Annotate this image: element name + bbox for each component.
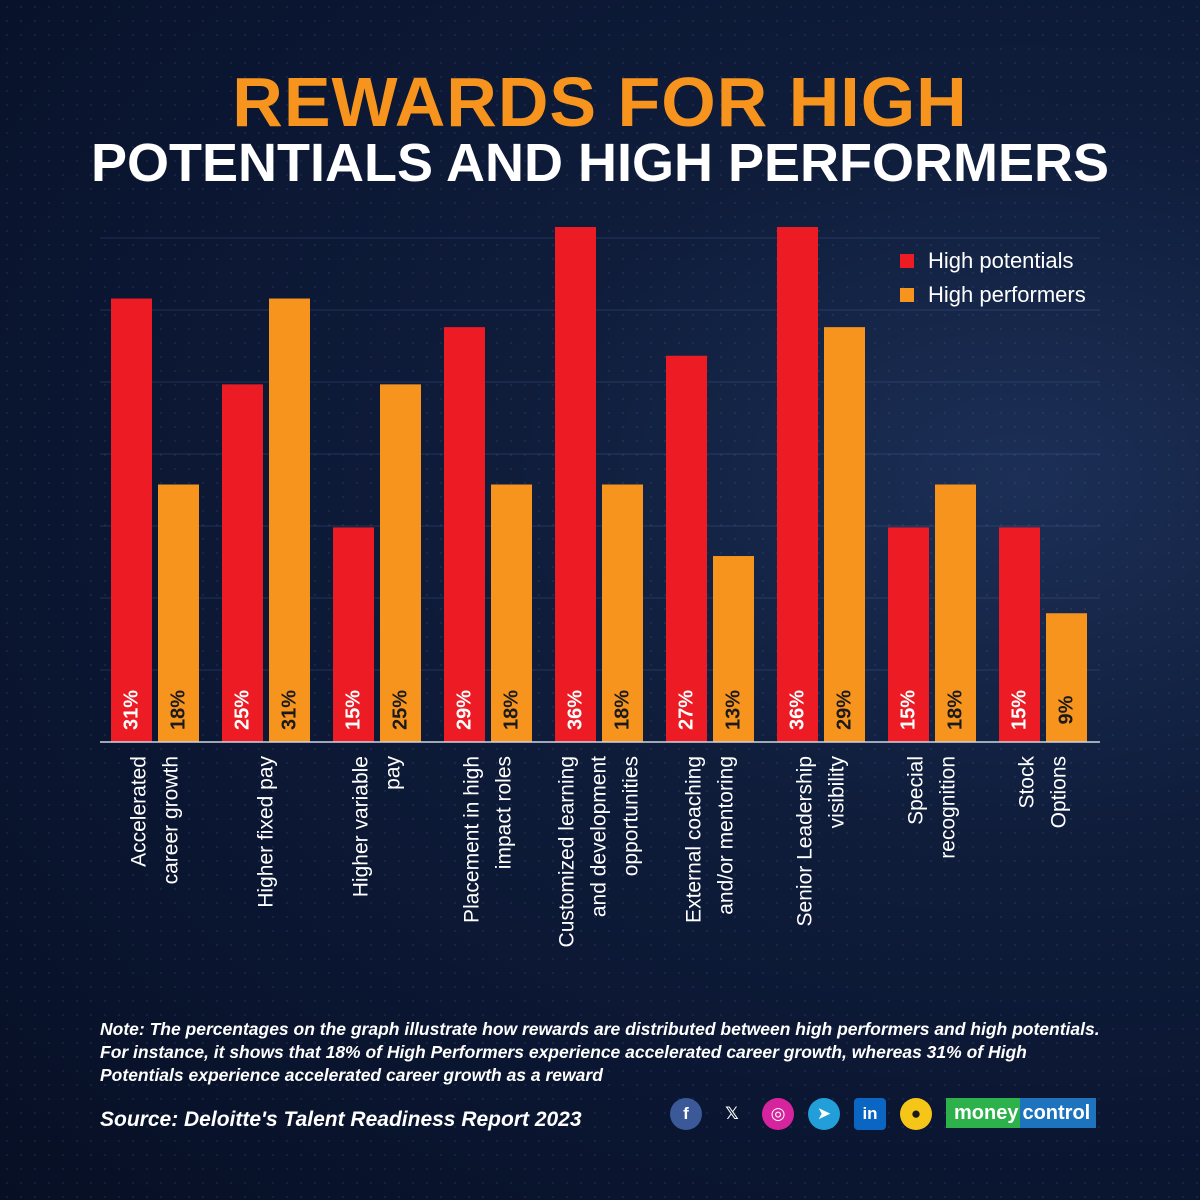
category-label: Options <box>1048 756 1071 828</box>
bar-high-performers <box>1046 613 1087 742</box>
category-label: Higher variable <box>350 756 373 897</box>
bar-high-performers <box>935 484 976 742</box>
bar-high-performers <box>713 556 754 742</box>
category-label: Stock <box>1016 756 1039 809</box>
x-icon[interactable]: 𝕏 <box>725 1104 739 1123</box>
logo-part-money: money <box>946 1098 1021 1128</box>
category-label: pay <box>382 756 405 790</box>
bar-high-performers <box>491 484 532 742</box>
data-label-high-potentials: 15% <box>898 690 920 730</box>
data-label-high-performers: 18% <box>168 690 190 730</box>
category-label: Placement in high <box>461 756 484 923</box>
bar-high-performers <box>602 484 643 742</box>
category-label: opportunities <box>620 756 643 876</box>
bar-high-performers <box>158 484 199 742</box>
bar-high-potentials <box>444 327 485 742</box>
instagram-icon[interactable]: ◎ <box>762 1098 794 1130</box>
bar-high-potentials <box>999 527 1040 742</box>
legend-item-high-potentials: High potentials <box>900 244 1086 278</box>
data-label-high-performers: 18% <box>612 690 634 730</box>
bar-high-potentials <box>888 527 929 742</box>
chart-note: Note: The percentages on the graph illus… <box>100 1019 1100 1085</box>
data-label-high-performers: 18% <box>945 690 967 730</box>
bar-high-potentials <box>777 227 818 742</box>
category-label: Special <box>905 756 928 825</box>
category-label: External coaching <box>683 756 706 923</box>
data-label-high-performers: 13% <box>723 690 745 730</box>
category-label: Customized learning <box>556 756 579 947</box>
category-label: recognition <box>937 756 960 859</box>
legend-label-high-performers: High performers <box>928 282 1086 307</box>
data-label-high-performers: 18% <box>501 690 523 730</box>
telegram-icon[interactable]: ➤ <box>808 1098 840 1130</box>
data-label-high-potentials: 36% <box>787 690 809 730</box>
bar-high-potentials <box>666 355 707 742</box>
title-line-2: POTENTIALS AND HIGH PERFORMERS <box>90 133 1110 193</box>
data-label-high-potentials: 36% <box>565 690 587 730</box>
data-label-high-potentials: 27% <box>676 690 698 730</box>
data-label-high-performers: 29% <box>834 690 856 730</box>
linkedin-icon[interactable]: in <box>854 1098 886 1130</box>
source-citation: Source: Deloitte's Talent Readiness Repo… <box>100 1108 582 1131</box>
legend-swatch-high-performers <box>900 288 914 302</box>
data-label-high-potentials: 25% <box>232 690 254 730</box>
data-label-high-performers: 9% <box>1056 695 1078 724</box>
bar-high-performers <box>269 298 310 742</box>
bar-high-potentials <box>555 227 596 742</box>
facebook-icon[interactable]: f <box>670 1098 702 1130</box>
koo-icon[interactable]: ● <box>900 1098 932 1130</box>
data-label-high-performers: 25% <box>390 690 412 730</box>
data-label-high-performers: 31% <box>279 690 301 730</box>
category-label: impact roles <box>493 756 516 869</box>
category-label: Senior Leadership <box>794 756 817 926</box>
social-links: f 𝕏 ◎ ➤ in ● <box>670 1098 946 1130</box>
category-label: career growth <box>160 756 183 884</box>
category-label: Higher fixed pay <box>255 756 278 908</box>
title-line-1: REWARDS FOR HIGH <box>232 63 968 141</box>
chart-legend: High potentials High performers <box>900 244 1086 312</box>
bar-high-potentials <box>333 527 374 742</box>
bar-high-performers <box>824 327 865 742</box>
legend-swatch-high-potentials <box>900 254 914 268</box>
bar-high-potentials <box>222 384 263 742</box>
data-label-high-potentials: 29% <box>454 690 476 730</box>
data-label-high-potentials: 15% <box>1009 690 1031 730</box>
legend-label-high-potentials: High potentials <box>928 248 1074 273</box>
category-label: and/or mentoring <box>715 756 738 915</box>
data-label-high-potentials: 15% <box>343 690 365 730</box>
category-label: Accelerated <box>128 756 151 867</box>
logo-part-control: control <box>1020 1098 1097 1128</box>
bar-high-performers <box>380 384 421 742</box>
category-label: visibility <box>826 756 849 829</box>
bar-chart: 31% 18% Accelerated career growth 25% 31% High… <box>100 227 1100 947</box>
category-label: and development <box>588 756 611 917</box>
moneycontrol-logo[interactable]: money control <box>946 1098 1097 1128</box>
bar-high-potentials <box>111 298 152 742</box>
data-label-high-potentials: 31% <box>121 690 143 730</box>
legend-item-high-performers: High performers <box>900 278 1086 312</box>
